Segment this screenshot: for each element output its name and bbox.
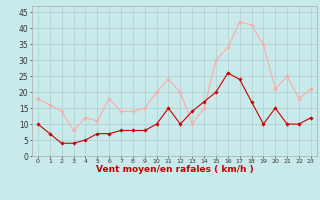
X-axis label: Vent moyen/en rafales ( km/h ): Vent moyen/en rafales ( km/h ): [96, 165, 253, 174]
